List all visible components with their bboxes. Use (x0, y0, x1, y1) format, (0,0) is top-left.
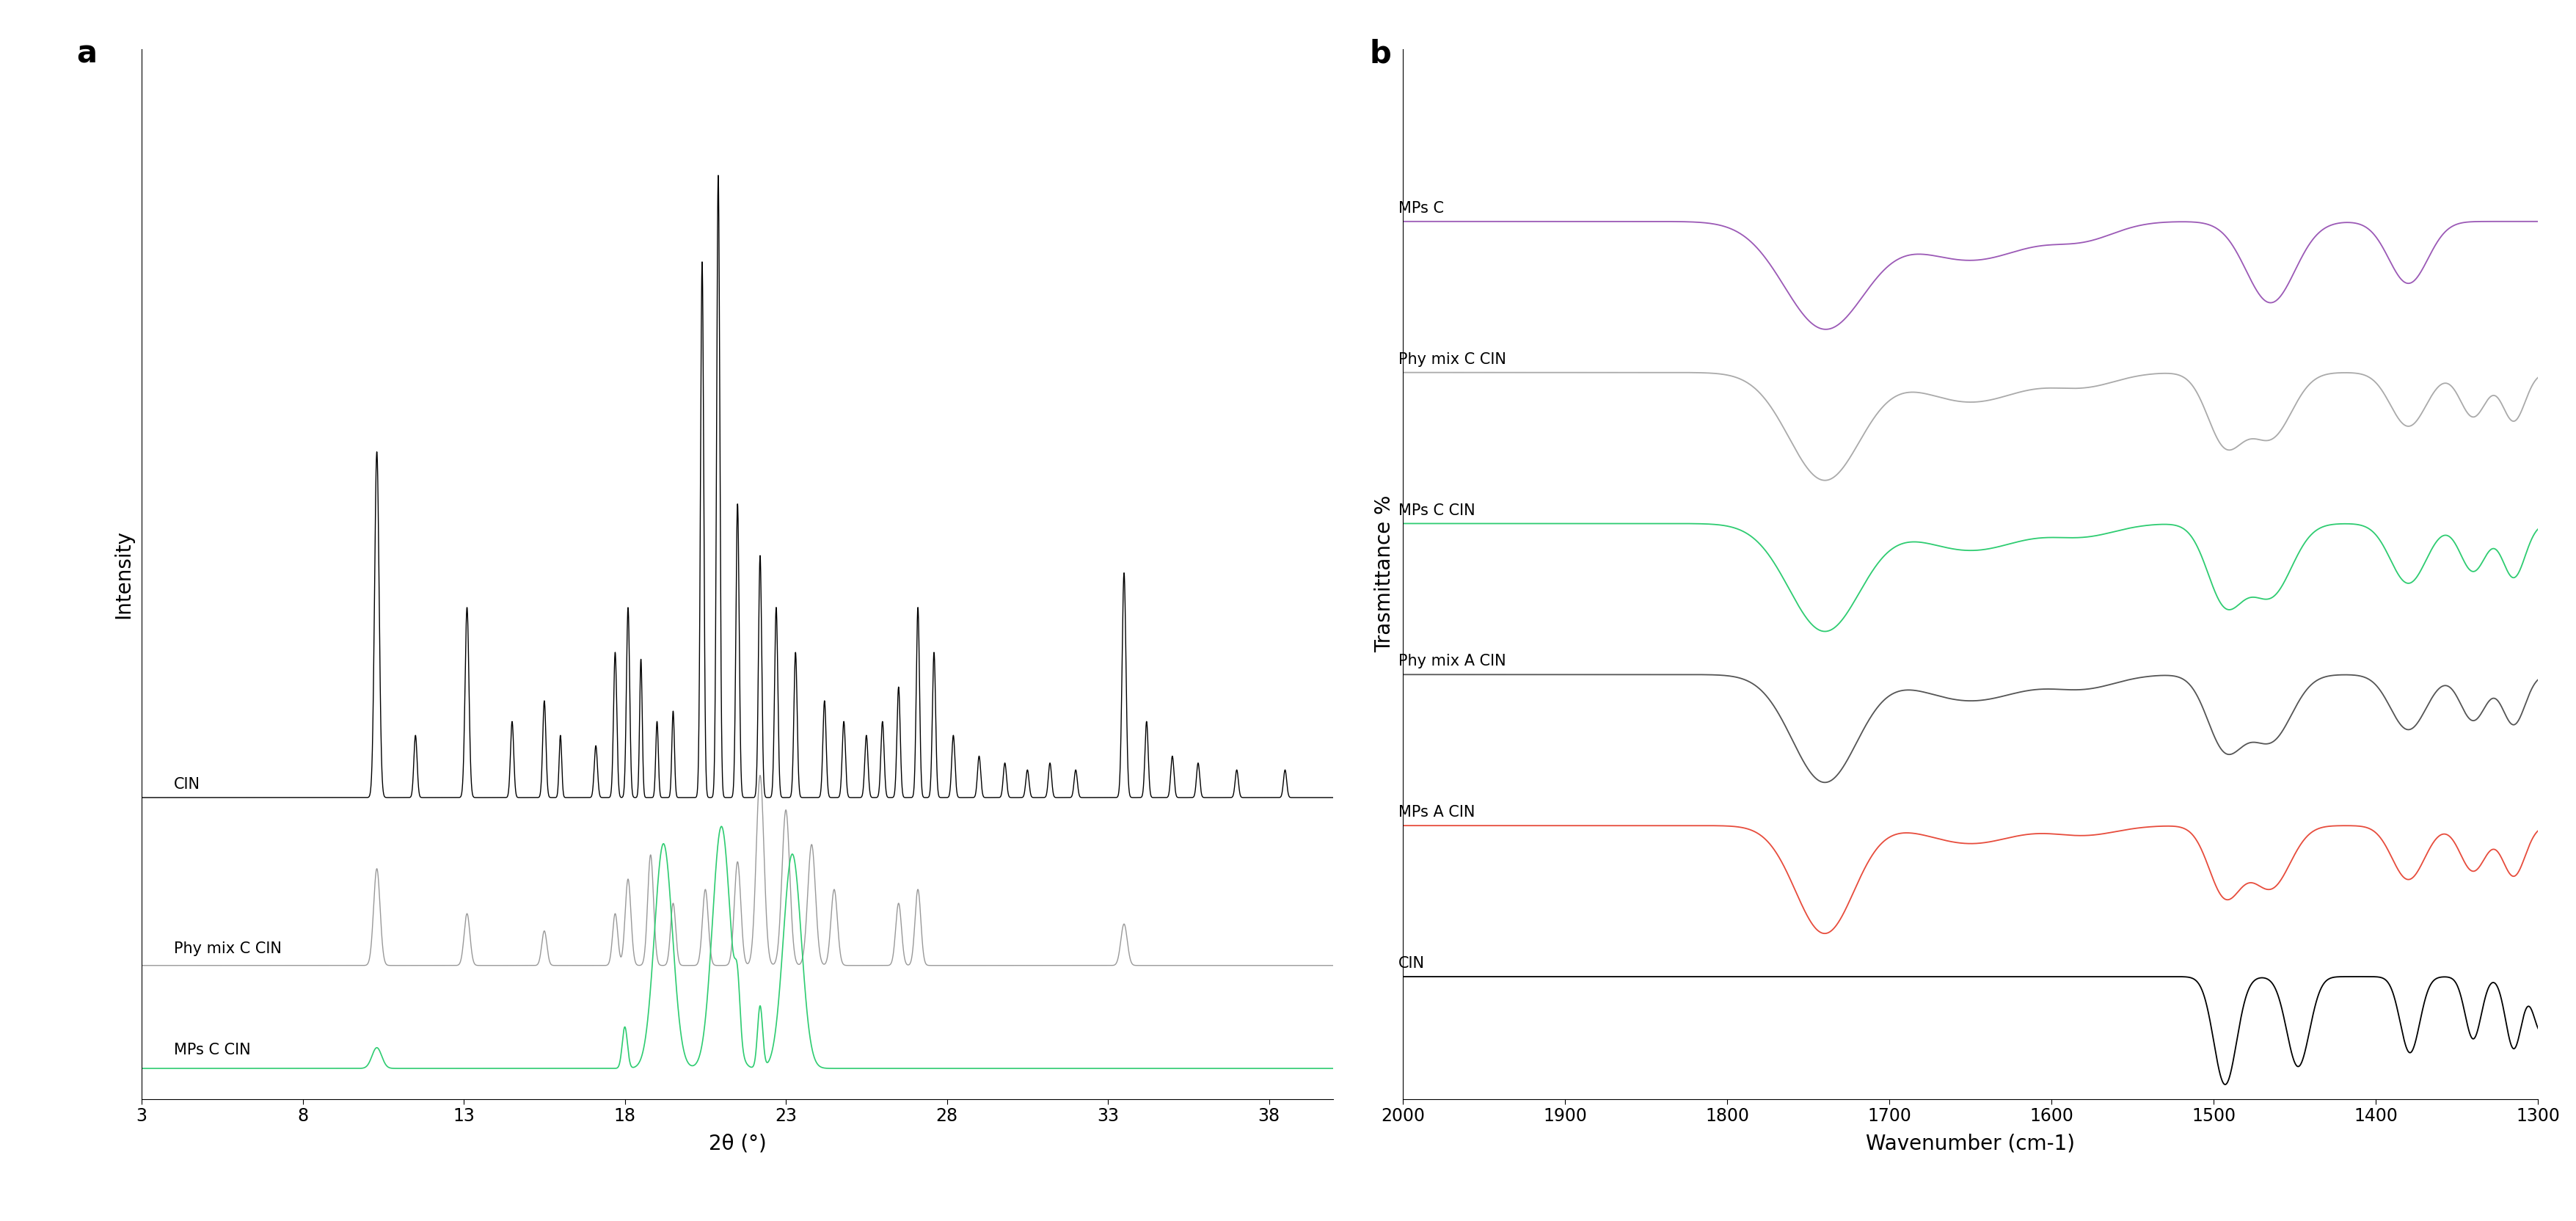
Text: b: b (1368, 38, 1391, 70)
Text: Phy mix C CIN: Phy mix C CIN (173, 941, 281, 956)
X-axis label: 2θ (°): 2θ (°) (708, 1133, 765, 1154)
Text: MPs C: MPs C (1399, 201, 1443, 216)
Text: MPs C CIN: MPs C CIN (1399, 503, 1473, 518)
Y-axis label: Trasmittance %: Trasmittance % (1373, 496, 1394, 652)
Text: a: a (77, 38, 98, 70)
X-axis label: Wavenumber (cm-1): Wavenumber (cm-1) (1865, 1133, 2074, 1154)
Text: MPs A CIN: MPs A CIN (1399, 805, 1473, 819)
Text: Phy mix C CIN: Phy mix C CIN (1399, 352, 1504, 366)
Text: CIN: CIN (173, 778, 201, 792)
Text: Phy mix A CIN: Phy mix A CIN (1399, 654, 1504, 669)
Text: CIN: CIN (1399, 956, 1425, 971)
Y-axis label: Intensity: Intensity (113, 530, 134, 618)
Text: MPs C CIN: MPs C CIN (173, 1043, 250, 1057)
